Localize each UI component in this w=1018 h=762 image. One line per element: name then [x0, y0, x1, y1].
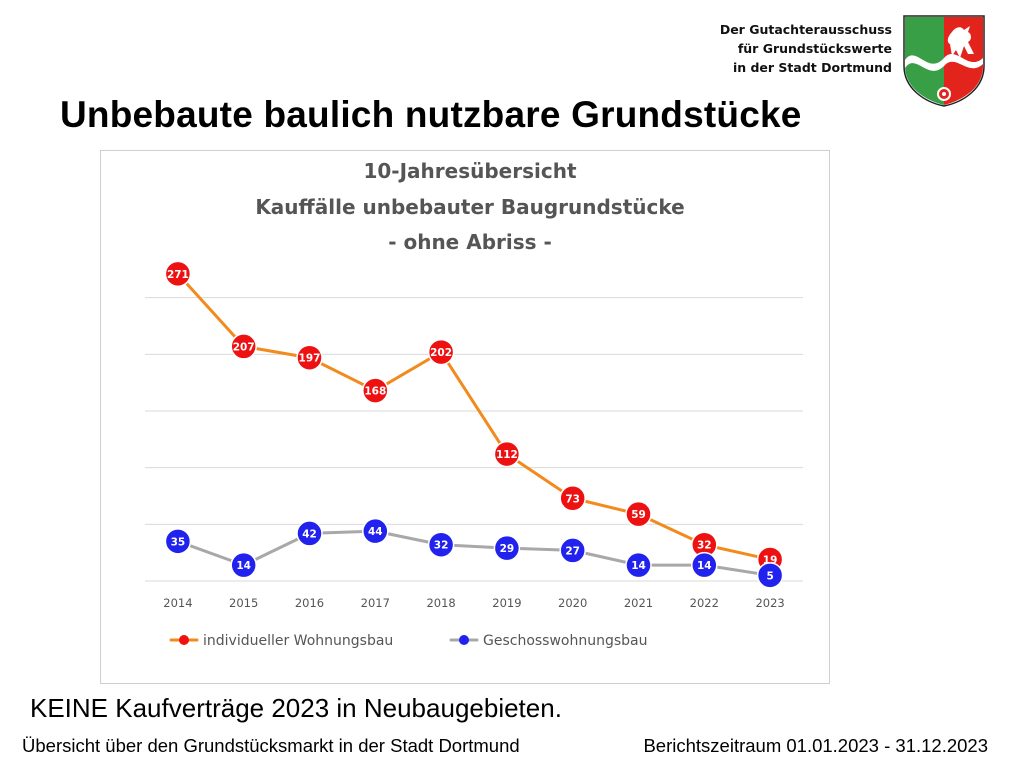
- data-label: 14: [697, 560, 712, 572]
- data-point: [625, 551, 652, 579]
- org-name-line-3: in der Stadt Dortmund: [732, 60, 892, 75]
- x-tick-label: 2017: [361, 596, 390, 610]
- data-label: 27: [565, 545, 580, 557]
- footer-overview-text: Übersicht über den Grundstücksmarkt in d…: [22, 735, 520, 756]
- chart-title-line: 10-Jahresübersicht: [363, 159, 576, 183]
- data-point: [362, 377, 389, 404]
- data-point: [230, 333, 257, 360]
- data-label: 32: [697, 540, 712, 552]
- data-label: 5: [766, 570, 773, 582]
- data-point: [559, 537, 586, 564]
- x-tick-label: 2021: [624, 596, 653, 610]
- chart-title-line: Kauffälle unbebauter Baugrundstücke: [255, 195, 684, 219]
- data-point: [296, 344, 323, 371]
- data-label: 32: [434, 540, 449, 552]
- data-point: [427, 338, 455, 366]
- data-point: [493, 534, 521, 562]
- x-tick-label: 2022: [690, 596, 719, 610]
- x-tick-label: 2023: [755, 596, 784, 610]
- org-name-line-1: Der Gutachterausschuss: [719, 22, 892, 37]
- data-point: [362, 517, 389, 545]
- data-point: [230, 551, 257, 579]
- organization-name: Der Gutachterausschuss für Grundstückswe…: [720, 20, 892, 77]
- nrw-coat-of-arms-icon: [903, 15, 985, 107]
- x-tick-label: 2014: [163, 596, 192, 610]
- data-label: 35: [171, 536, 186, 548]
- data-point: [493, 440, 521, 468]
- data-point: [691, 551, 718, 579]
- note-text: KEINE Kaufverträge 2023 in Neubaugebiete…: [30, 693, 562, 723]
- data-point: [427, 531, 455, 558]
- series-line: [176, 272, 772, 561]
- x-tick-label: 2020: [558, 596, 587, 610]
- legend-marker: [459, 635, 469, 645]
- chart-title-line: - ohne Abriss -: [388, 230, 552, 254]
- org-name-line-2: für Grundstückswerte: [737, 41, 892, 56]
- data-label: 29: [500, 543, 515, 555]
- data-label: 73: [565, 493, 580, 505]
- data-label: 112: [496, 449, 518, 461]
- data-label: 207: [233, 341, 255, 353]
- data-label: 197: [299, 353, 321, 365]
- data-point: [756, 562, 784, 589]
- series-line: [176, 529, 772, 577]
- data-point: [625, 500, 652, 528]
- legend-label: Geschosswohnungsbau: [483, 633, 648, 649]
- data-label: 42: [302, 528, 317, 540]
- data-point: [164, 260, 192, 288]
- data-point: [164, 528, 192, 555]
- data-label: 168: [364, 386, 386, 398]
- data-point: [296, 520, 323, 547]
- data-label: 14: [631, 560, 646, 572]
- x-tick-label: 2015: [229, 596, 258, 610]
- legend-marker: [179, 635, 189, 645]
- footer-period-text: Berichtszeitraum 01.01.2023 - 31.12.2023: [643, 735, 988, 756]
- chart-frame: 10-Jahresübersicht Kauffälle unbebauter B…: [100, 150, 830, 684]
- data-label: 14: [236, 560, 251, 572]
- x-tick-label: 2019: [492, 596, 521, 610]
- data-label: 271: [167, 269, 189, 281]
- data-point: [559, 485, 586, 512]
- data-label: 44: [368, 526, 383, 538]
- line-chart: 10-Jahresübersicht Kauffälle unbebauter B…: [145, 159, 803, 649]
- page-title: Unbebaute baulich nutzbare Grundstücke: [60, 94, 802, 135]
- x-tick-label: 2016: [295, 596, 324, 610]
- legend-label: individueller Wohnungsbau: [203, 633, 393, 649]
- x-tick-label: 2018: [426, 596, 455, 610]
- data-label: 202: [430, 347, 452, 359]
- data-label: 59: [631, 509, 646, 521]
